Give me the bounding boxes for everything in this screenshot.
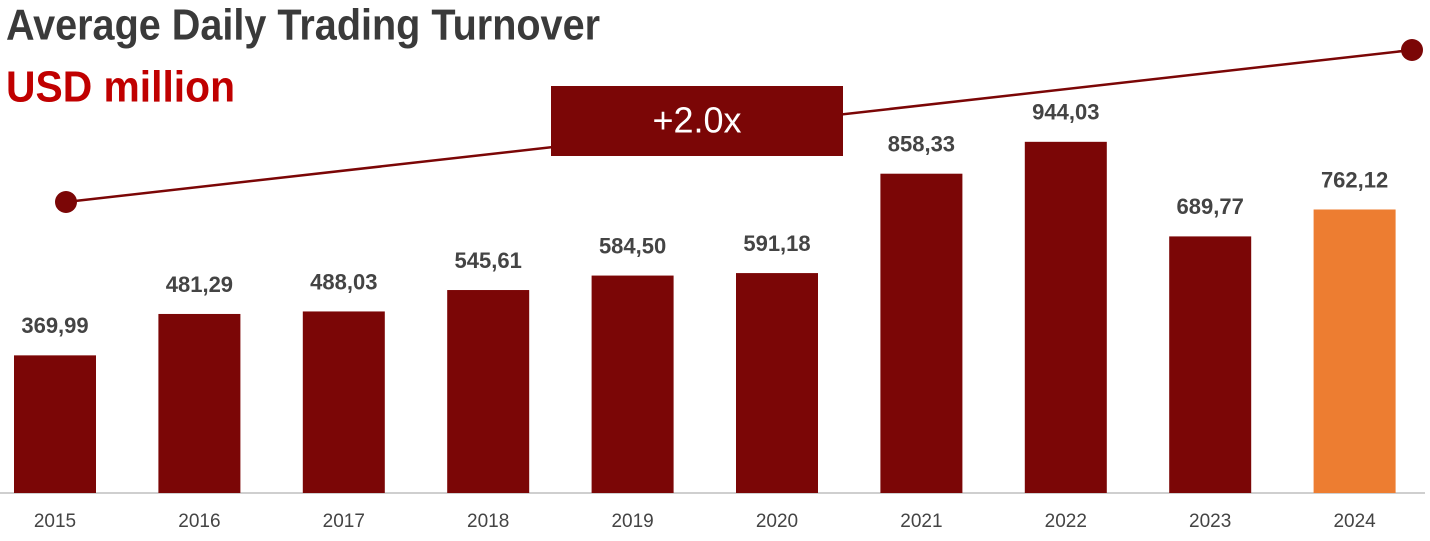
x-tick-label: 2017	[323, 511, 365, 532]
value-label: 369,99	[21, 313, 88, 338]
x-tick-label: 2018	[467, 511, 509, 532]
bar	[447, 290, 530, 493]
value-label: 545,61	[455, 248, 522, 273]
x-tick-label: 2022	[1045, 511, 1087, 532]
x-tick-label: 2020	[756, 511, 798, 532]
bar	[1169, 236, 1252, 493]
bar	[591, 275, 674, 493]
x-tick-label: 2021	[900, 511, 942, 532]
bar	[14, 355, 96, 493]
value-label: 591,18	[743, 231, 810, 256]
bar	[1024, 141, 1107, 493]
chart-title: Average Daily Trading Turnover	[6, 1, 600, 50]
bar	[736, 273, 818, 493]
annotation: +2.0x	[652, 100, 741, 141]
value-label: 488,03	[310, 269, 377, 294]
annotation-box	[551, 86, 843, 156]
bar	[1313, 209, 1396, 493]
value-label: 689,77	[1177, 194, 1244, 219]
bar	[158, 313, 241, 493]
value-label: 481,29	[166, 272, 233, 297]
value-label: 858,33	[888, 132, 955, 157]
x-tick-label: 2019	[611, 511, 653, 532]
trend-dot	[55, 191, 77, 213]
x-tick-label: 2023	[1189, 511, 1231, 532]
bar	[302, 311, 385, 493]
chart-subtitle: USD million	[6, 63, 235, 112]
x-tick-label: 2015	[34, 511, 76, 532]
trend-dot	[1401, 39, 1423, 61]
value-label: 944,03	[1032, 100, 1099, 125]
value-label: 584,50	[599, 233, 666, 258]
value-label: 762,12	[1321, 167, 1388, 192]
x-tick-label: 2024	[1333, 511, 1376, 532]
bar	[880, 173, 963, 493]
x-tick-label: 2016	[178, 511, 220, 532]
